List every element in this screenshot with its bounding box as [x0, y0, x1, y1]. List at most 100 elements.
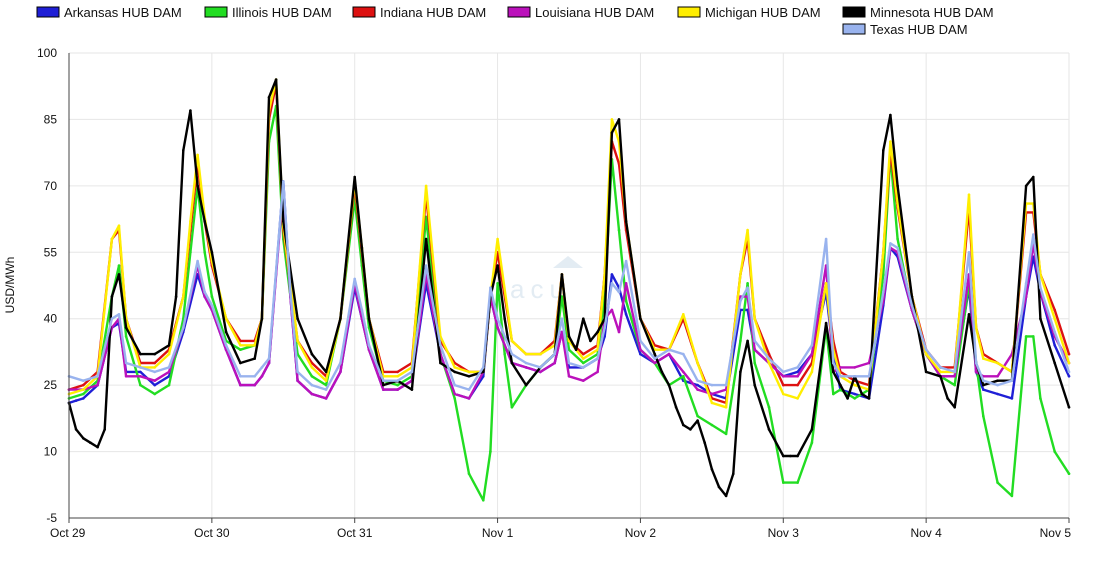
data-point [653, 357, 656, 360]
data-point [882, 149, 885, 152]
data-point [282, 220, 285, 223]
data-point [182, 295, 185, 298]
x-tick-label: Oct 30 [194, 526, 230, 540]
data-point [153, 392, 156, 396]
series-line-2 [67, 82, 1071, 405]
data-point [153, 379, 156, 383]
data-point [382, 379, 385, 383]
data-point [667, 348, 671, 352]
legend-item-1[interactable]: Illinois HUB DAM [204, 5, 332, 20]
data-point [96, 375, 99, 378]
data-point [110, 295, 114, 298]
data-point [789, 454, 792, 458]
data-point [767, 352, 771, 356]
data-point [203, 290, 206, 294]
data-point [582, 357, 585, 360]
legend-item-6[interactable]: Texas HUB DAM [842, 22, 968, 37]
data-point [867, 397, 871, 400]
data-point [1032, 175, 1035, 179]
data-point [696, 383, 699, 387]
data-point [396, 375, 399, 378]
data-point [117, 224, 121, 227]
data-point [510, 352, 514, 356]
data-point [260, 366, 264, 369]
data-point [710, 423, 714, 427]
data-point [910, 304, 914, 307]
data-point [753, 317, 756, 321]
legend-item-2[interactable]: Indiana HUB DAM [352, 5, 486, 20]
data-point [167, 383, 171, 387]
data-point [839, 383, 842, 387]
data-point [996, 383, 999, 387]
data-point [424, 264, 428, 267]
data-point [896, 202, 899, 205]
data-point [853, 392, 856, 396]
data-point [739, 370, 742, 374]
data-point [339, 370, 342, 374]
data-point [767, 357, 771, 360]
data-point [667, 352, 671, 356]
data-point [746, 282, 749, 285]
data-point [710, 401, 714, 405]
data-point [224, 344, 228, 347]
data-point [696, 388, 699, 391]
data-point [753, 383, 756, 387]
data-point [982, 383, 985, 387]
data-point [610, 273, 614, 276]
data-point [189, 251, 192, 254]
data-point [810, 352, 814, 356]
data-point [596, 357, 599, 360]
data-point [239, 383, 242, 387]
data-point [453, 370, 457, 374]
legend-item-5[interactable]: Minnesota HUB DAM [842, 5, 994, 20]
data-point [539, 366, 542, 369]
data-point [710, 392, 714, 396]
data-point [832, 361, 835, 365]
data-point [496, 237, 499, 241]
legend-item-3[interactable]: Louisiana HUB DAM [507, 5, 654, 20]
data-point [889, 242, 892, 245]
data-point [324, 379, 328, 383]
data-point [339, 317, 342, 321]
data-point [124, 375, 128, 378]
data-point [853, 397, 856, 400]
data-point [724, 406, 728, 409]
y-tick-label: 25 [44, 378, 58, 392]
data-point [753, 361, 756, 365]
data-point [617, 330, 621, 334]
data-point [624, 259, 628, 263]
data-point [753, 348, 756, 352]
data-point [503, 317, 507, 321]
data-point [724, 494, 728, 498]
data-point [996, 361, 999, 365]
data-point [153, 366, 156, 369]
data-point [710, 468, 714, 471]
data-point [982, 414, 985, 418]
data-point [210, 295, 214, 298]
data-point [567, 348, 571, 352]
watermark-text: acu [510, 274, 570, 304]
data-point [139, 366, 142, 369]
data-point [324, 397, 328, 400]
data-point [867, 361, 871, 365]
data-point [396, 379, 399, 383]
data-point [596, 348, 599, 352]
data-point [324, 388, 328, 391]
data-point [796, 375, 799, 378]
data-point [1067, 472, 1071, 476]
legend-item-4[interactable]: Michigan HUB DAM [677, 5, 821, 20]
legend-label: Indiana HUB DAM [380, 5, 486, 20]
data-point [882, 251, 885, 254]
data-point [567, 361, 571, 365]
legend-item-0[interactable]: Arkansas HUB DAM [36, 5, 182, 20]
data-point [1067, 406, 1071, 409]
legend-swatch [507, 6, 531, 18]
data-point [496, 264, 499, 267]
data-point [367, 317, 371, 321]
y-tick-label: 40 [44, 312, 58, 326]
data-point [489, 450, 492, 453]
data-point [624, 282, 628, 285]
data-point [510, 339, 514, 343]
data-point [639, 348, 642, 352]
